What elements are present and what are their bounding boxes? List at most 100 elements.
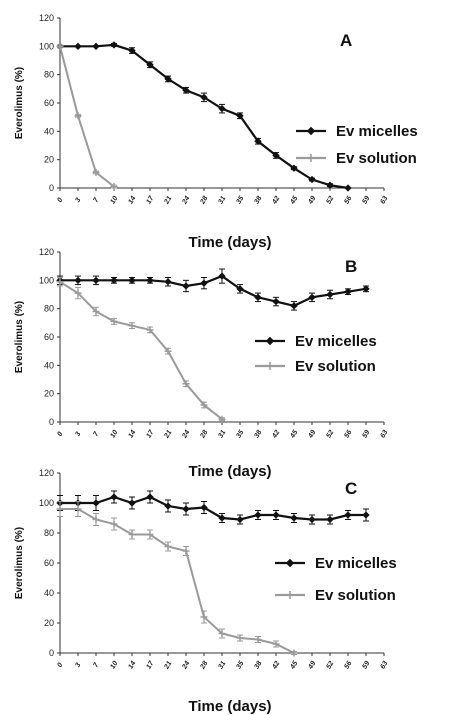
x-tick-label: 63	[379, 429, 389, 439]
x-tick-label: 63	[379, 195, 389, 205]
legend-marker	[265, 336, 275, 346]
y-tick-label: 100	[39, 275, 54, 285]
legend-entry: Ev solution	[275, 587, 396, 604]
y-tick-label: 60	[44, 558, 54, 568]
data-point	[344, 184, 352, 192]
x-tick-label: 24	[181, 660, 192, 671]
x-tick-label: 10	[109, 429, 119, 439]
data-point	[326, 290, 334, 299]
x-tick-label: 35	[235, 195, 245, 205]
legend-label: Ev micelles	[315, 555, 397, 572]
panel-letter: C	[345, 479, 357, 498]
x-tick-label: 14	[127, 429, 137, 439]
x-tick-label: 38	[253, 195, 263, 205]
data-point	[182, 505, 190, 513]
data-point	[290, 302, 298, 310]
x-tick-label: 59	[361, 195, 371, 205]
x-tick-label: 49	[307, 195, 318, 206]
data-point	[218, 104, 226, 113]
y-tick-label: 80	[44, 304, 54, 314]
data-point	[344, 511, 352, 519]
x-tick-label: 17	[145, 659, 156, 670]
series-line	[60, 43, 349, 190]
data-point	[236, 285, 244, 293]
x-tick-label: 38	[253, 429, 263, 439]
data-point	[308, 293, 316, 302]
data-point	[236, 515, 244, 524]
x-tick-label: 59	[361, 660, 371, 670]
x-tick-label: 52	[325, 429, 335, 439]
y-axis-title: Everolimus (%)	[14, 301, 25, 373]
x-tick-label: 45	[289, 195, 300, 206]
x-tick-label: 28	[199, 195, 210, 206]
data-point	[164, 502, 172, 510]
x-axis-title: Time (days)	[188, 698, 271, 715]
x-tick-label: 59	[361, 429, 371, 439]
y-tick-label: 80	[44, 528, 54, 538]
panel-letter: A	[340, 31, 352, 50]
x-tick-label: 0	[56, 197, 64, 204]
x-tick-label: 24	[181, 195, 192, 206]
data-point	[290, 514, 298, 522]
data-point	[272, 297, 280, 306]
y-tick-label: 40	[44, 360, 54, 370]
legend-label: Ev solution	[336, 150, 417, 167]
x-tick-label: 17	[145, 428, 156, 439]
legend-entry: Ev micelles	[255, 333, 377, 350]
y-tick-label: 120	[39, 13, 54, 23]
x-tick-label: 0	[56, 662, 64, 669]
data-point	[362, 285, 370, 293]
data-point	[74, 276, 82, 285]
x-tick-label: 45	[289, 429, 300, 440]
x-tick-label: 7	[92, 661, 101, 669]
data-point	[74, 42, 82, 51]
series-solution	[56, 501, 298, 657]
data-point	[128, 276, 136, 285]
data-point	[272, 511, 280, 519]
x-tick-label: 17	[145, 194, 156, 205]
x-tick-label: 21	[163, 195, 174, 206]
x-tick-label: 3	[74, 662, 82, 669]
x-tick-label: 42	[271, 429, 282, 440]
y-tick-label: 60	[44, 332, 54, 342]
legend-label: Ev micelles	[295, 333, 377, 350]
data-point	[146, 61, 154, 69]
x-tick-label: 56	[343, 195, 353, 205]
data-point	[218, 272, 226, 280]
y-tick-label: 60	[44, 98, 54, 108]
y-tick-label: 20	[44, 389, 54, 399]
legend-label: Ev solution	[315, 587, 396, 604]
legend-label: Ev micelles	[336, 123, 418, 140]
x-tick-label: 42	[271, 660, 282, 671]
series-solution	[56, 277, 226, 423]
x-tick-label: 24	[181, 429, 192, 440]
series-line	[60, 495, 366, 521]
x-tick-label: 21	[163, 429, 174, 440]
data-point	[110, 41, 118, 49]
x-tick-label: 35	[235, 429, 245, 439]
x-tick-label: 56	[343, 660, 353, 670]
data-point	[128, 46, 136, 55]
series-micelles	[56, 41, 352, 192]
series-line	[59, 46, 115, 188]
data-point	[92, 499, 100, 507]
y-tick-label: 40	[44, 126, 54, 136]
data-point	[254, 293, 262, 302]
x-tick-label: 0	[56, 431, 64, 438]
legend-entry: Ev solution	[255, 358, 376, 375]
x-axis-title: Time (days)	[188, 463, 271, 480]
y-tick-label: 0	[49, 417, 54, 427]
x-tick-label: 10	[109, 660, 119, 670]
x-tick-label: 56	[343, 429, 353, 439]
chart-panel-a: 0 20 40 60 80 100 120 0 3 7 10 14 17 21 24 28 31 35 38 42 45…	[14, 13, 418, 251]
x-tick-label: 38	[253, 660, 263, 670]
x-tick-label: 31	[217, 660, 227, 670]
y-tick-label: 40	[44, 588, 54, 598]
data-point	[92, 42, 100, 51]
data-point	[308, 515, 316, 524]
data-point	[308, 175, 316, 184]
y-tick-label: 80	[44, 70, 54, 80]
data-point	[164, 75, 172, 83]
series-micelles	[56, 268, 370, 311]
